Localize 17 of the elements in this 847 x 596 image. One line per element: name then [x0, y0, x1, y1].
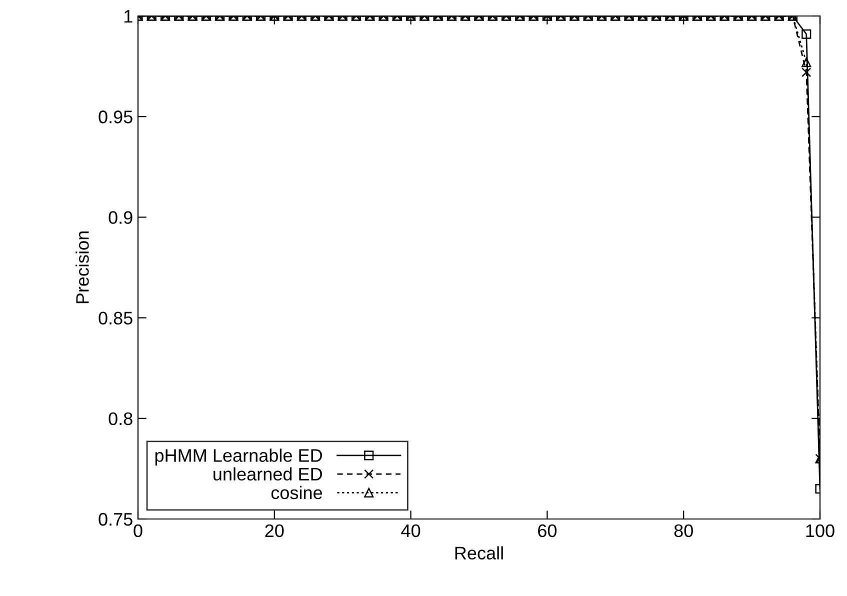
x-axis-title: Recall [455, 546, 503, 560]
x-tick-label: 100 [806, 524, 834, 538]
x-tick-label: 60 [538, 524, 557, 538]
y-tick-label: 1 [124, 10, 132, 23]
y-tick-label: 0.9 [108, 211, 132, 224]
legend-label: unlearned ED [214, 467, 322, 481]
x-tick-label: 40 [401, 524, 420, 538]
x-tick-label: 0 [134, 524, 142, 538]
y-tick-label: 0.85 [98, 312, 132, 325]
legend-label: cosine [271, 486, 322, 500]
y-tick-label: 0.8 [108, 412, 132, 426]
y-axis-title: Precision [76, 232, 89, 304]
y-tick-label: 0.75 [98, 512, 132, 526]
x-tick-label: 80 [674, 524, 693, 538]
x-tick-label: 20 [265, 524, 284, 538]
y-tick-label: 0.95 [98, 110, 132, 124]
legend-label: pHMM Learnable ED [155, 448, 322, 466]
